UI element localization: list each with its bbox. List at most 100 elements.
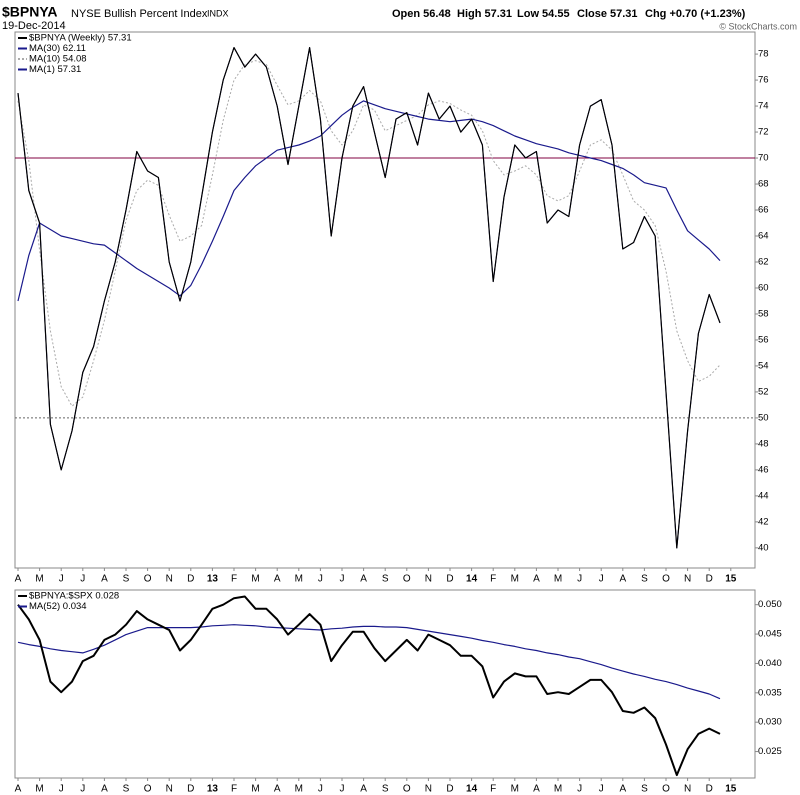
y-tick-label: 0.050 [758, 599, 782, 610]
x-tick-label: 14 [466, 784, 478, 795]
panel-frame [14, 31, 756, 569]
x-tick-label: M [251, 784, 259, 795]
y-tick-label: 50 [758, 412, 769, 423]
x-tick-label: M [511, 574, 519, 585]
x-tick-label: O [403, 574, 411, 585]
y-tick-label: 0.030 [758, 717, 782, 728]
x-tick-label: A [101, 574, 108, 585]
x-tick-label: O [662, 784, 670, 795]
x-tick-label: J [599, 574, 604, 585]
x-tick-label: M [251, 574, 259, 585]
x-tick-label: D [446, 574, 453, 585]
series-line [17, 100, 721, 302]
x-tick-label: J [340, 784, 345, 795]
x-tick-label: M [295, 574, 303, 585]
series-line [17, 47, 721, 549]
y-tick-label: 74 [758, 101, 769, 112]
x-tick-label: J [318, 574, 323, 585]
y-tick-label: 46 [758, 464, 769, 475]
x-tick-label: N [166, 574, 173, 585]
y-tick-label: 68 [758, 179, 769, 190]
y-tick-label: 42 [758, 516, 769, 527]
legend-label: $BPNYA:$SPX 0.028 [29, 591, 119, 602]
x-tick-label: J [318, 784, 323, 795]
x-tick-label: F [231, 574, 237, 585]
x-tick-label: M [554, 574, 562, 585]
x-tick-label: A [274, 574, 281, 585]
x-tick-label: S [641, 574, 648, 585]
y-tick-label: 70 [758, 153, 769, 164]
x-tick-label: D [706, 784, 713, 795]
y-tick-label: 0.035 [758, 687, 782, 698]
x-tick-label: J [80, 784, 85, 795]
x-tick-label: 13 [207, 784, 219, 795]
x-tick-label: D [187, 784, 194, 795]
quote-item: Open 56.48 [392, 8, 451, 20]
x-tick-label: J [577, 574, 582, 585]
x-tick-label: 15 [725, 784, 737, 795]
watermark: © StockCharts.com [719, 21, 797, 31]
x-tick-label: O [662, 574, 670, 585]
y-tick-label: 56 [758, 334, 769, 345]
x-tick-label: M [511, 784, 519, 795]
x-tick-label: F [231, 784, 237, 795]
x-tick-label: A [533, 784, 540, 795]
panel-frame [14, 589, 756, 779]
y-tick-label: 52 [758, 386, 769, 397]
x-tick-label: D [187, 574, 194, 585]
y-tick-label: 60 [758, 282, 769, 293]
x-tick-label: 14 [466, 574, 478, 585]
series-line [17, 60, 721, 407]
y-tick-label: 54 [758, 360, 769, 371]
series-line [17, 595, 721, 777]
y-tick-label: 78 [758, 49, 769, 60]
index-name: NYSE Bullish Percent Index [71, 8, 208, 20]
x-tick-label: S [123, 784, 130, 795]
y-tick-label: 72 [758, 127, 769, 138]
x-tick-label: N [684, 784, 691, 795]
x-tick-label: J [599, 784, 604, 795]
x-tick-label: N [166, 784, 173, 795]
x-tick-label: O [403, 784, 411, 795]
y-tick-label: 76 [758, 75, 769, 86]
legend-label: MA(1) 57.31 [29, 64, 81, 75]
x-tick-label: A [101, 784, 108, 795]
x-tick-label: J [59, 574, 64, 585]
x-tick-label: A [15, 574, 22, 585]
x-tick-label: A [360, 574, 367, 585]
legend-label: MA(52) 0.034 [29, 601, 87, 612]
y-tick-label: 66 [758, 205, 769, 216]
exchange: INDX [207, 8, 229, 18]
quote-item: Low 54.55 [517, 8, 570, 20]
x-tick-label: N [425, 784, 432, 795]
legend-label: MA(30) 62.11 [29, 43, 86, 54]
series-line [17, 624, 721, 700]
x-tick-label: D [706, 574, 713, 585]
date: 19-Dec-2014 [2, 20, 66, 32]
series-line [17, 47, 721, 549]
x-tick-label: S [641, 784, 648, 795]
x-tick-label: M [35, 784, 43, 795]
y-tick-label: 62 [758, 257, 769, 268]
x-tick-label: S [382, 784, 389, 795]
x-tick-label: M [35, 574, 43, 585]
x-tick-label: O [144, 574, 152, 585]
x-tick-label: M [554, 784, 562, 795]
x-tick-label: 15 [725, 574, 737, 585]
x-tick-label: S [382, 574, 389, 585]
y-tick-label: 48 [758, 438, 769, 449]
y-tick-label: 40 [758, 542, 769, 553]
x-tick-label: A [533, 574, 540, 585]
x-tick-label: J [340, 574, 345, 585]
x-tick-label: A [15, 784, 22, 795]
y-tick-label: 64 [758, 231, 769, 242]
x-tick-label: S [123, 574, 130, 585]
quote-item: High 57.31 [457, 8, 512, 20]
x-tick-label: M [295, 784, 303, 795]
x-tick-label: F [490, 574, 496, 585]
y-tick-label: 58 [758, 308, 769, 319]
x-tick-label: A [360, 784, 367, 795]
y-tick-label: 44 [758, 490, 769, 501]
legend-label: $BPNYA (Weekly) 57.31 [29, 33, 132, 44]
